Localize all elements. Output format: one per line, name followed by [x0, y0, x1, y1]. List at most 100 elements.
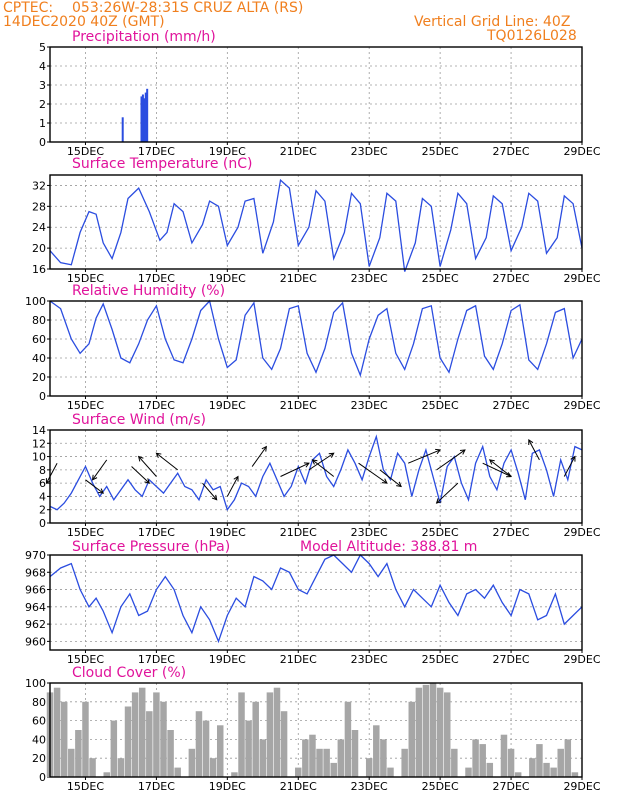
- wind-arrow: [131, 466, 150, 484]
- x-tick-label: 21DEC: [280, 526, 317, 539]
- cloud-bar: [337, 739, 345, 777]
- x-tick-label: 17DEC: [138, 272, 175, 285]
- precip-bar: [141, 94, 144, 142]
- cloud-bar: [302, 739, 309, 777]
- cloud-bar: [75, 730, 82, 777]
- cloud-bar: [295, 767, 302, 777]
- cloud-bar: [436, 687, 444, 777]
- cloud-bar: [146, 711, 153, 777]
- cloud-bar: [380, 739, 387, 777]
- y-tick-label: 968: [25, 566, 46, 579]
- cloud-bar: [252, 701, 259, 777]
- x-tick-label: 15DEC: [67, 399, 104, 412]
- cloud-bar: [160, 701, 167, 777]
- wind-arrow-head: [311, 459, 318, 465]
- x-tick-label: 21DEC: [280, 653, 317, 666]
- y-tick-label: 4: [39, 60, 46, 73]
- wind-arrow: [489, 459, 512, 477]
- y-tick-label: 20: [32, 371, 46, 384]
- wind-arrow: [436, 449, 466, 471]
- cloud-bar: [202, 720, 210, 777]
- header-grid-note: Vertical Grid Line: 40Z: [414, 14, 570, 30]
- wind-arrow-head: [233, 475, 239, 482]
- cloud-bar: [344, 701, 352, 777]
- y-tick-label: 80: [32, 696, 46, 709]
- x-tick-label: 17DEC: [138, 399, 175, 412]
- panel-title: Surface Wind (m/s): [72, 412, 206, 428]
- cloud-bar: [124, 706, 132, 777]
- wind-arrow: [358, 462, 388, 484]
- header-code: TQ0126L028: [486, 28, 577, 44]
- wind-arrow-head: [328, 452, 335, 458]
- y-tick-label: 960: [25, 635, 46, 648]
- x-tick-label: 23DEC: [351, 272, 388, 285]
- x-tick-label: 17DEC: [138, 145, 175, 158]
- panel-frame: [49, 174, 583, 270]
- y-tick-label: 970: [25, 549, 46, 562]
- panel-frame: [49, 46, 583, 143]
- y-tick-label: 60: [32, 333, 46, 346]
- wind-arrow-head: [435, 498, 442, 504]
- panel-title: Surface Pressure (hPa): [72, 539, 230, 555]
- y-tick-label: 0: [39, 390, 46, 403]
- x-tick-label: 21DEC: [280, 780, 317, 793]
- panel-6: Cloud Cover (%) 0 20 40 60 80 100 15DEC 17DEC 19D…: [25, 665, 601, 793]
- wind-arrow: [92, 459, 108, 481]
- x-tick-label: 25DEC: [422, 272, 459, 285]
- wind-arrow-head: [144, 478, 151, 484]
- cloud-bar: [117, 758, 125, 777]
- y-tick-label: 28: [32, 200, 46, 213]
- y-tick-label: 12: [32, 437, 46, 450]
- y-tick-label: 24: [32, 221, 46, 234]
- y-tick-label: 40: [32, 733, 46, 746]
- y-tick-label: 3: [39, 79, 46, 92]
- cloud-bar: [514, 772, 522, 777]
- wind-arrow: [312, 459, 335, 477]
- wind-arrow-head: [45, 478, 51, 485]
- x-tick-label: 15DEC: [67, 526, 104, 539]
- series-line: [49, 178, 583, 272]
- wind-arrow-head: [488, 459, 495, 465]
- cloud-bar: [266, 692, 274, 777]
- cloud-bar: [82, 701, 89, 777]
- cloud-bar: [53, 687, 61, 777]
- y-tick-label: 0: [39, 517, 46, 530]
- x-tick-label: 27DEC: [493, 653, 530, 666]
- wind-arrow: [563, 456, 576, 477]
- y-tick-label: 100: [25, 677, 46, 690]
- wind-arrow: [528, 439, 540, 461]
- series-line: [49, 553, 583, 644]
- wind-arrow: [138, 456, 157, 477]
- cloud-bar: [259, 739, 267, 777]
- wind-arrow-head: [137, 455, 144, 462]
- x-tick-label: 19DEC: [209, 272, 246, 285]
- wind-arrow: [251, 446, 267, 467]
- panel-annotation: Model Altitude: 388.81 m: [300, 539, 477, 555]
- cloud-bar: [443, 692, 451, 777]
- precip-bar: [146, 88, 149, 142]
- y-tick-label: 40: [32, 352, 46, 365]
- cloud-bar: [365, 758, 373, 777]
- x-tick-label: 25DEC: [422, 399, 459, 412]
- y-tick-label: 4: [39, 490, 46, 503]
- cloud-bar: [415, 687, 423, 777]
- wind-arrow: [226, 476, 239, 497]
- panel-frame: [49, 682, 583, 778]
- cloud-bar: [103, 772, 110, 777]
- wind-arrow-head: [98, 488, 105, 494]
- cloud-bar: [174, 767, 181, 777]
- cloud-bar: [408, 701, 416, 777]
- cloud-bar: [309, 734, 316, 777]
- x-tick-label: 15DEC: [67, 780, 104, 793]
- x-tick-label: 27DEC: [493, 145, 530, 158]
- panel-title: Cloud Cover (%): [72, 665, 186, 681]
- cloud-bar: [280, 711, 288, 777]
- y-tick-label: 966: [25, 584, 46, 597]
- cloud-bar: [138, 687, 146, 777]
- cloud-bar: [571, 772, 579, 777]
- y-tick-label: 5: [39, 41, 46, 54]
- x-tick-label: 29DEC: [563, 272, 600, 285]
- y-tick-label: 2: [39, 98, 46, 111]
- wind-arrow-head: [303, 462, 310, 468]
- x-tick-label: 23DEC: [351, 145, 388, 158]
